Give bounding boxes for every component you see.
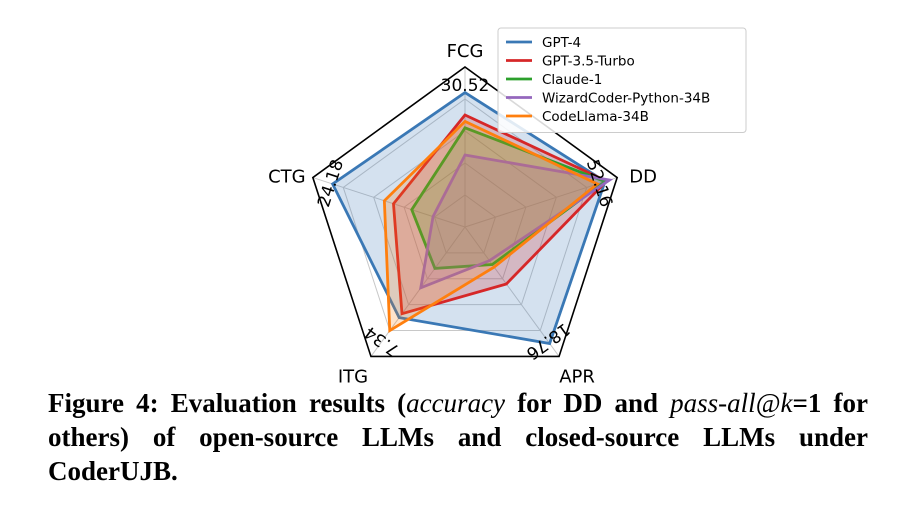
caption-mid: for DD and (505, 388, 671, 418)
legend: GPT-4 GPT-3.5-Turbo Claude-1 WizardCoder-Py… (497, 27, 747, 133)
axis-label-itg: ITG (338, 366, 368, 386)
grid-spoke-apr (464, 226, 560, 357)
grid-spoke-itg (370, 226, 466, 357)
axis-labels: FCG DD APR ITG CTG (268, 41, 657, 386)
axis-label-apr: APR (559, 366, 595, 386)
grid-ring-2 (403, 162, 527, 280)
series-codellama-34b (382, 119, 601, 333)
figure-caption: Figure 4: Evaluation results (accuracy f… (48, 386, 868, 488)
series-gpt-3-5-turbo (392, 113, 609, 316)
caption-rest: =1 for others) of open-source LLMs and c… (48, 388, 868, 486)
max-value-fcg: 30.52 (441, 76, 490, 96)
axis-label-fcg: FCG (447, 41, 484, 62)
outer-frame (311, 66, 619, 358)
legend-label-wizardcoder-python-34b: WizardCoder-Python-34B (542, 91, 710, 107)
axis-label-dd: DD (629, 167, 657, 188)
caption-metric-accuracy: accuracy (406, 388, 506, 418)
caption-lead: Figure 4: Evaluation results ( (48, 388, 407, 418)
caption-metric-pass-all: pass-all@k (670, 388, 793, 418)
legend-label-gpt-4: GPT-4 (542, 35, 581, 51)
radar-frame (311, 66, 619, 358)
axis-label-ctg: CTG (268, 167, 306, 188)
grid-spoke-ctg (312, 177, 466, 228)
legend-label-claude-1: Claude-1 (542, 72, 602, 88)
grid-spoke-dd (464, 177, 618, 228)
legend-box (497, 27, 747, 133)
grid-ring-1 (433, 194, 497, 254)
series-polygons (330, 90, 614, 346)
grid-ring-3 (373, 130, 557, 306)
legend-label-codellama-34b: CodeLlama-34B (542, 109, 649, 125)
series-wizardcoder-python-34b (418, 153, 614, 291)
legend-label-gpt-3-5-turbo: GPT-3.5-Turbo (542, 54, 635, 70)
